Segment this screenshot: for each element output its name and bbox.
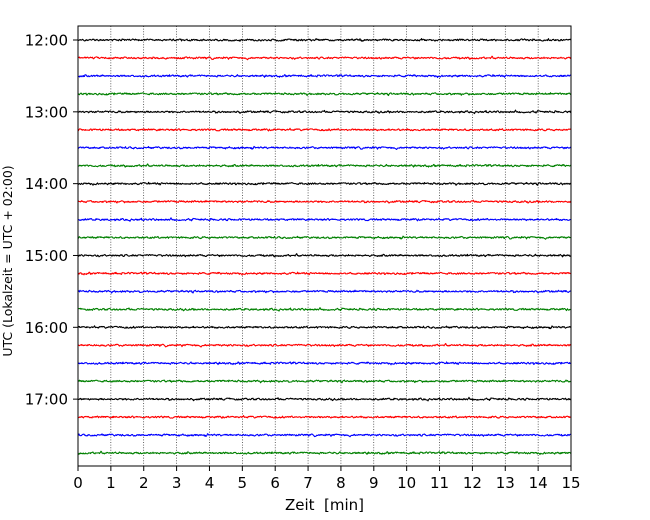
y-tick-label-1500: 15:00 bbox=[25, 247, 68, 265]
trace-1345 bbox=[77, 163, 572, 168]
trace-1600 bbox=[77, 325, 572, 330]
plot-frame bbox=[77, 25, 572, 467]
seismic-traces bbox=[77, 38, 572, 456]
trace-1545 bbox=[77, 307, 572, 312]
y-tick-label-1200: 12:00 bbox=[25, 32, 68, 50]
trace-1730 bbox=[77, 433, 572, 438]
x-tick-label-10: 10 bbox=[397, 474, 416, 492]
x-axis-title: Zeit [min] bbox=[285, 496, 364, 514]
x-tick-label-3: 3 bbox=[172, 474, 182, 492]
trace-1700 bbox=[77, 396, 572, 402]
y-tick-label-1400: 14:00 bbox=[25, 175, 68, 193]
trace-1315 bbox=[77, 127, 572, 132]
x-tick-label-11: 11 bbox=[430, 474, 449, 492]
trace-1445 bbox=[77, 235, 572, 240]
trace-1415 bbox=[77, 199, 572, 204]
x-tick-label-8: 8 bbox=[336, 474, 346, 492]
x-tick-label-2: 2 bbox=[139, 474, 149, 492]
trace-1400 bbox=[77, 181, 572, 186]
trace-1715 bbox=[77, 415, 572, 419]
trace-1330 bbox=[77, 145, 572, 151]
trace-1430 bbox=[77, 217, 572, 222]
y-tick-label-1300: 13:00 bbox=[25, 103, 68, 121]
trace-1530 bbox=[77, 289, 572, 294]
trace-1500 bbox=[77, 253, 572, 258]
y-axis-title: UTC (Lokalzeit = UTC + 02:00) bbox=[0, 165, 15, 356]
x-tick-label-6: 6 bbox=[270, 474, 280, 492]
x-tick-label-5: 5 bbox=[238, 474, 248, 492]
y-axis-ticks: 12:00 13:00 14:00 15:00 16:00 17:00 bbox=[25, 32, 78, 409]
x-tick-label-1: 1 bbox=[106, 474, 116, 492]
x-tick-label-7: 7 bbox=[303, 474, 313, 492]
trace-1245 bbox=[77, 92, 572, 97]
trace-1615 bbox=[77, 342, 572, 348]
x-axis-ticks: 0 1 2 3 4 5 6 7 8 9 10 11 12 13 14 15 bbox=[73, 466, 581, 492]
trace-1745 bbox=[77, 450, 572, 456]
x-tick-label-15: 15 bbox=[561, 474, 580, 492]
trace-1645 bbox=[77, 379, 572, 384]
trace-1230 bbox=[77, 74, 572, 79]
x-tick-label-12: 12 bbox=[463, 474, 482, 492]
x-tick-label-9: 9 bbox=[369, 474, 379, 492]
vertical-gridlines bbox=[110, 26, 539, 466]
trace-1515 bbox=[77, 271, 572, 276]
x-tick-label-14: 14 bbox=[529, 474, 548, 492]
trace-1215 bbox=[77, 55, 572, 61]
trace-1300 bbox=[77, 109, 572, 115]
x-tick-label-4: 4 bbox=[205, 474, 215, 492]
y-tick-label-1600: 16:00 bbox=[25, 319, 68, 337]
x-tick-label-0: 0 bbox=[73, 474, 83, 492]
y-tick-label-1700: 17:00 bbox=[25, 391, 68, 409]
x-tick-label-13: 13 bbox=[496, 474, 515, 492]
trace-1200 bbox=[77, 38, 572, 42]
trace-1630 bbox=[77, 361, 572, 366]
